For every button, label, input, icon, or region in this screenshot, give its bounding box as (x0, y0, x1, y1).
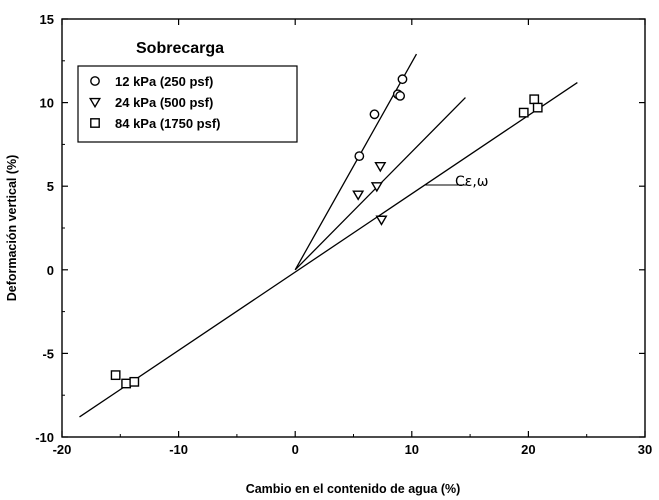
data-point (532, 102, 543, 113)
fit-line (294, 53, 418, 271)
data-point (529, 94, 540, 105)
annotation-c-epsilon-omega: Cε,ω (455, 174, 489, 190)
legend-label: 12 kPa (250 psf) (115, 74, 213, 89)
data-point (369, 109, 380, 120)
legend-marker (90, 76, 100, 86)
data-point (395, 91, 406, 101)
y-axis-title: Deformación vertical (%) (5, 155, 19, 302)
x-axis-title: Cambio en el contenido de agua (%) (246, 482, 461, 496)
data-point (110, 370, 121, 381)
y-tick-label: 10 (40, 96, 54, 111)
x-tick-label: 30 (638, 442, 652, 457)
legend-label: 24 kPa (500 psf) (115, 95, 213, 110)
x-tick-label: -20 (53, 442, 72, 457)
y-tick-label: 15 (40, 12, 54, 27)
data-point (354, 151, 365, 162)
data-point (370, 182, 383, 193)
y-tick-label: -10 (35, 430, 54, 445)
y-tick-label: 5 (47, 179, 54, 194)
legend-marker (88, 97, 102, 109)
data-point (375, 215, 388, 226)
data-point (397, 74, 408, 85)
data-point (129, 376, 140, 387)
data-point (121, 378, 132, 389)
data-point (352, 190, 365, 201)
y-tick-label: 0 (47, 263, 54, 278)
legend: Sobrecarga 12 kPa (250 psf) 24 kPa (500 p… (77, 40, 298, 143)
x-tick-label: -10 (169, 442, 188, 457)
x-tick-label: 10 (405, 442, 419, 457)
legend-title: Sobrecarga (136, 40, 224, 57)
x-tick-label: 20 (521, 442, 535, 457)
legend-box (77, 65, 298, 143)
data-point (374, 162, 387, 173)
legend-label: 84 kPa (1750 psf) (115, 116, 221, 131)
data-point (518, 107, 529, 118)
legend-marker (90, 118, 100, 128)
y-tick-label: -5 (42, 346, 54, 361)
fit-line (79, 81, 578, 418)
x-tick-label: 0 (292, 442, 299, 457)
